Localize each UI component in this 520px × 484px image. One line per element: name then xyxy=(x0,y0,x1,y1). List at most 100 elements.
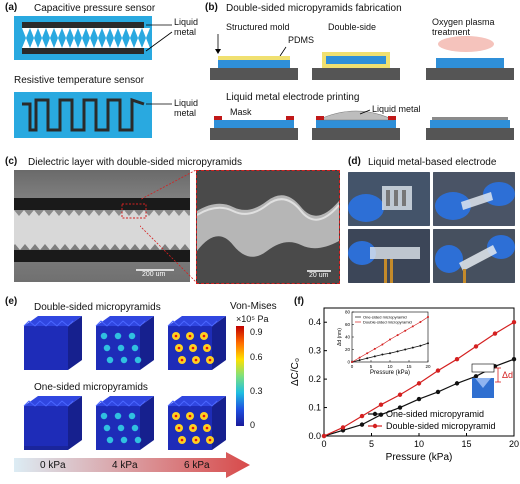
cube-side xyxy=(140,396,154,450)
stress-spot xyxy=(103,424,111,432)
printed-electrode xyxy=(432,117,508,120)
inset-series-point-0 xyxy=(373,355,376,358)
cube-top xyxy=(168,316,226,326)
cube-top xyxy=(24,316,82,326)
stress-spot xyxy=(128,332,136,340)
cap-bottom-electrode xyxy=(22,48,144,54)
inset-series-point-1 xyxy=(419,321,422,323)
pdms-label: PDMS xyxy=(288,35,315,45)
legend-label-1: Double-sided micropyramid xyxy=(386,421,496,431)
base-6 xyxy=(426,128,514,140)
res-serpentine xyxy=(22,97,145,132)
photo-electrode-3 xyxy=(348,229,430,283)
series-point-1 xyxy=(454,357,460,362)
x-axis-label: Pressure (kPa) xyxy=(386,452,453,463)
sem-overview-drawing xyxy=(10,198,194,271)
liquid-metal-label-3: Liquid metal xyxy=(372,104,421,114)
x-tick-label: 20 xyxy=(509,439,519,449)
series-point-1 xyxy=(473,344,479,349)
stress-core xyxy=(180,438,184,442)
mask-left-1 xyxy=(214,116,222,120)
cube-pyramids xyxy=(167,320,218,327)
panel-d-label: (d) xyxy=(348,156,361,167)
inset-series-point-1 xyxy=(358,356,361,359)
inset-x-tick-label: 10 xyxy=(387,364,393,369)
stress-spot xyxy=(100,332,108,340)
stress-spot xyxy=(120,436,128,444)
panel-e-title-one: One-sided micropyramids xyxy=(34,382,148,393)
cube-side xyxy=(212,396,226,450)
stress-core xyxy=(202,414,206,418)
cube-0-1 xyxy=(95,316,154,370)
liquid-metal-label-2: Liquid metal xyxy=(174,98,199,118)
stress-core xyxy=(205,426,209,430)
colorbar-tick-4: 0 xyxy=(250,420,256,430)
pressure-arrow xyxy=(14,452,250,478)
series-point-1 xyxy=(321,433,327,439)
series-point-1 xyxy=(416,381,422,386)
stress-spot xyxy=(100,412,108,420)
cube-1-1 xyxy=(95,396,154,450)
cube-side xyxy=(68,396,82,450)
stress-spot xyxy=(120,356,128,364)
base-3 xyxy=(426,68,514,80)
cube-0-0 xyxy=(23,316,82,370)
stress-core xyxy=(180,358,184,362)
inset-series-point-0 xyxy=(366,357,369,360)
stress-core xyxy=(194,438,198,442)
series-point-1 xyxy=(435,368,441,373)
colorbar-tick-1: 0.9 xyxy=(250,327,263,337)
panel-a-diagram xyxy=(14,16,173,138)
schematic-top xyxy=(471,363,495,373)
x-tick-label: 0 xyxy=(321,439,326,449)
inset-series-point-1 xyxy=(404,329,407,332)
inset-series-point-1 xyxy=(396,334,399,337)
panel-c-title: Dielectric layer with double-sided micro… xyxy=(28,157,242,168)
printing-title: Liquid metal electrode printing xyxy=(226,92,360,103)
colorbar-title: Von-Mises xyxy=(230,301,277,312)
cap-pyramids xyxy=(22,28,150,48)
panel-e-title-double: Double-sided micropyramids xyxy=(34,302,161,313)
y-axis-label: ΔC/C₀ xyxy=(290,358,301,386)
colorbar-tick-3: 0.3 xyxy=(250,386,263,396)
film-6 xyxy=(430,120,510,128)
base-4 xyxy=(210,128,298,140)
cube-front xyxy=(24,326,68,370)
cube-side xyxy=(140,316,154,370)
base-1 xyxy=(210,68,298,80)
x-tick-label: 10 xyxy=(414,439,424,449)
stress-spot xyxy=(134,436,142,444)
inset-series-point-0 xyxy=(411,346,414,349)
von-mises-cubes xyxy=(23,316,226,450)
stress-core xyxy=(188,334,192,338)
y-tick-label: 0.2 xyxy=(308,374,321,384)
stress-spot xyxy=(114,332,122,340)
cube-pyramids xyxy=(95,400,146,407)
inset-x-tick-label: 20 xyxy=(425,364,431,369)
chart-f: 0 5 10 15 20 0.0 0.1 0.2 0.3 0.4 Pressure (kPa) ΔC/… xyxy=(290,307,519,463)
inset-y-tick-label: 0 xyxy=(347,360,350,365)
series-point-0 xyxy=(416,396,422,402)
stress-spot xyxy=(131,344,139,352)
stress-spot xyxy=(131,424,139,432)
y-tick-label: 0.0 xyxy=(308,431,321,441)
pressure-label-6: 6 kPa xyxy=(184,460,210,471)
series-point-0 xyxy=(397,405,403,410)
inset-series-point-1 xyxy=(411,325,414,328)
series-point-0 xyxy=(511,357,517,362)
cube-pyramids xyxy=(23,320,74,327)
photo-electrode-1 xyxy=(348,172,430,226)
cap-pointer-line-2 xyxy=(145,31,173,52)
base-5 xyxy=(312,128,400,140)
y-tick-label: 0.1 xyxy=(308,403,321,413)
pdms-1 xyxy=(218,56,290,60)
y-tick-label: 0.4 xyxy=(308,317,321,327)
zoom-box xyxy=(121,203,147,219)
stress-spot xyxy=(106,356,114,364)
double-side-label: Double-side xyxy=(328,22,377,32)
inset-series-point-1 xyxy=(351,361,353,363)
film-4 xyxy=(214,120,294,128)
legend-marker xyxy=(372,411,378,417)
inset-y-tick-label: 60 xyxy=(345,322,351,327)
series-point-0 xyxy=(378,412,384,417)
